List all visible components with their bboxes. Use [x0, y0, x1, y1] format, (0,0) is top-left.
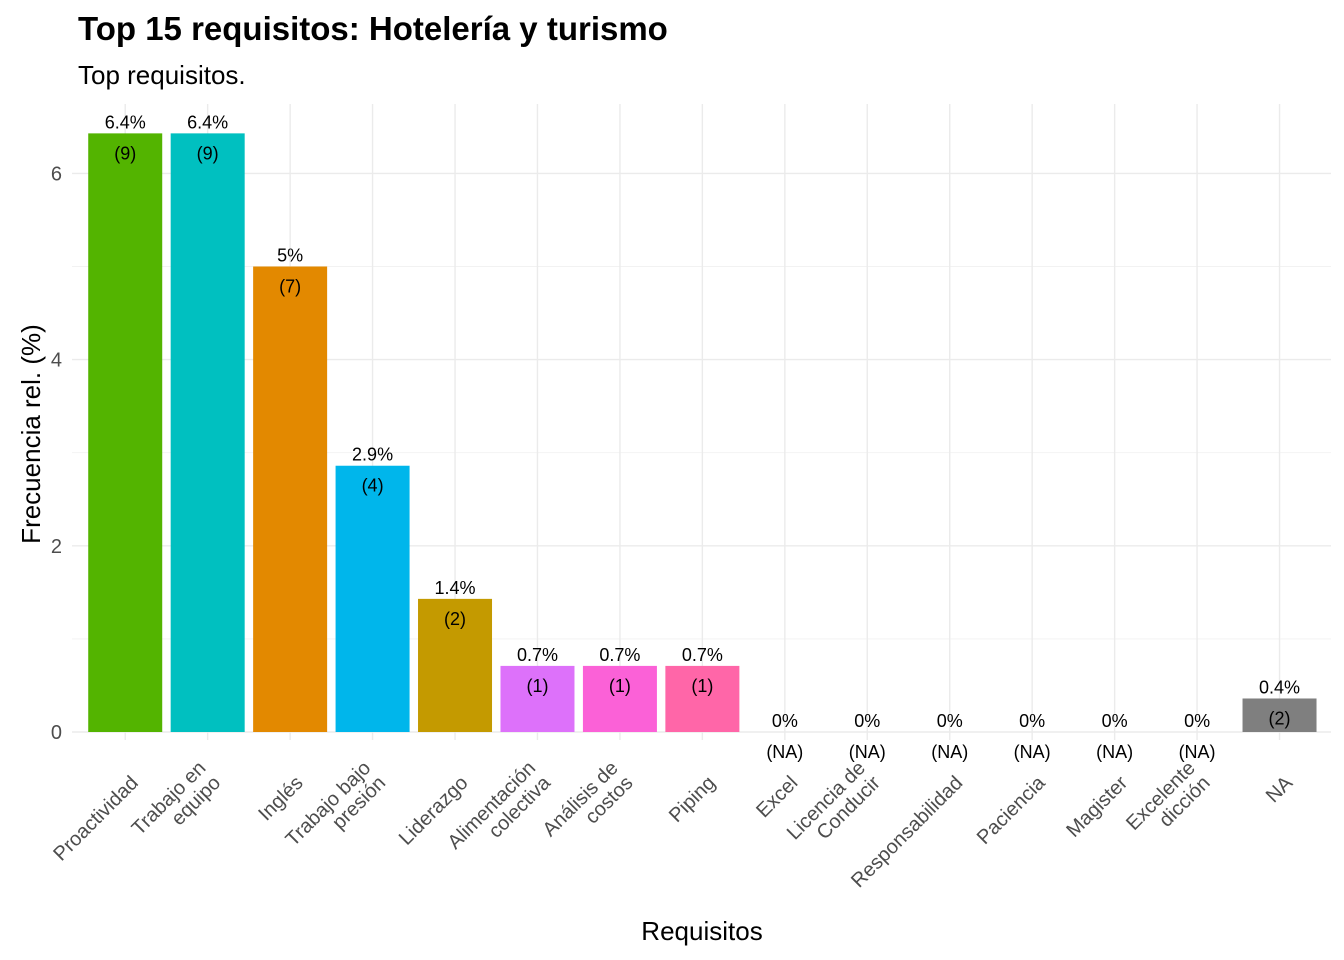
count-label: (1)	[526, 676, 548, 696]
percent-label: 0%	[1019, 711, 1045, 731]
x-tick-label: Excelentedicción	[1122, 757, 1215, 850]
chart-subtitle: Top requisitos.	[78, 60, 246, 90]
count-label: (2)	[444, 609, 466, 629]
bars	[88, 133, 1317, 732]
x-tick-label: Proactividad	[49, 772, 142, 865]
percent-label: 1.4%	[435, 578, 476, 598]
count-label: (9)	[197, 143, 219, 163]
chart-title: Top 15 requisitos: Hotelería y turismo	[78, 10, 668, 47]
percent-label: 0.7%	[682, 645, 723, 665]
y-tick-label: 6	[51, 163, 62, 185]
percent-label: 0%	[772, 711, 798, 731]
percent-label: 0%	[1184, 711, 1210, 731]
percent-label: 6.4%	[105, 112, 146, 132]
percent-label: 0%	[1102, 711, 1128, 731]
percent-label: 2.9%	[352, 445, 393, 465]
percent-label: 0.7%	[599, 645, 640, 665]
bar	[88, 133, 163, 732]
y-axis: 0 2 4 6	[51, 163, 62, 744]
x-tick-label: Trabajo enequipo	[128, 757, 225, 854]
bar	[582, 665, 657, 732]
count-label: (2)	[1269, 708, 1291, 728]
y-tick-label: 2	[51, 536, 62, 558]
count-label: (NA)	[1096, 742, 1133, 762]
count-label: (1)	[691, 676, 713, 696]
bar	[500, 665, 575, 732]
count-label: (NA)	[931, 742, 968, 762]
count-label: (NA)	[1179, 742, 1216, 762]
bar	[418, 598, 493, 732]
x-tick-label: Magister	[1062, 772, 1132, 842]
percent-label: 5%	[277, 246, 303, 266]
percent-label: 0%	[854, 711, 880, 731]
y-tick-label: 0	[51, 722, 62, 744]
x-tick-label: Licencia deConducir	[783, 757, 885, 859]
x-axis-title: Requisitos	[641, 916, 762, 946]
count-label: (NA)	[766, 742, 803, 762]
bar	[665, 665, 740, 732]
x-tick-label: Piping	[665, 772, 720, 827]
y-axis-title: Frecuencia rel. (%)	[16, 324, 46, 544]
data-labels: 6.4% (9) 6.4% (9) 5% (7) 2.9% (4) 1.4% (2) 0.7% (1)…	[105, 112, 1300, 762]
percent-label: 6.4%	[187, 112, 228, 132]
x-tick-label: Análisis decostos	[539, 757, 638, 856]
percent-label: 0%	[937, 711, 963, 731]
bar	[1242, 698, 1317, 732]
bar	[253, 266, 328, 732]
bar	[170, 133, 245, 732]
count-label: (9)	[114, 143, 136, 163]
x-tick-label: Trabajo bajopresión	[282, 757, 391, 866]
bar	[335, 465, 410, 732]
count-label: (NA)	[1014, 742, 1051, 762]
x-tick-label: Alimentacióncolectiva	[444, 757, 556, 869]
x-tick-label: Paciencia	[973, 771, 1050, 848]
percent-label: 0.4%	[1259, 677, 1300, 697]
count-label: (1)	[609, 676, 631, 696]
percent-label: 0.7%	[517, 645, 558, 665]
count-label: (7)	[279, 277, 301, 297]
y-tick-label: 4	[51, 350, 62, 372]
x-tick-label: NA	[1262, 772, 1298, 808]
count-label: (NA)	[849, 742, 886, 762]
count-label: (4)	[362, 476, 384, 496]
x-tick-label: Excel	[752, 772, 802, 822]
